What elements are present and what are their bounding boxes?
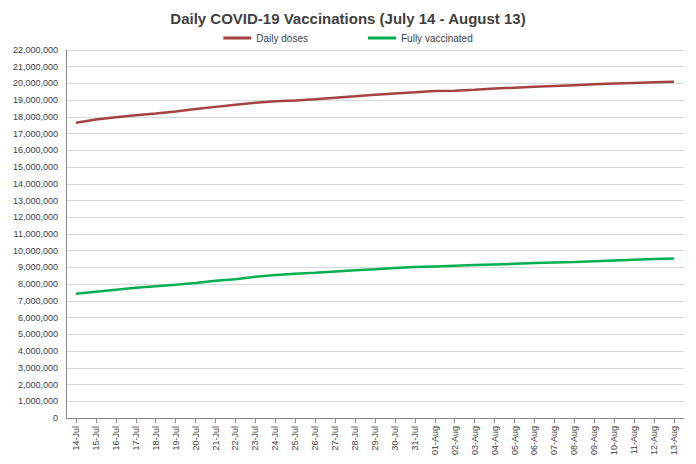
svg-text:3,000,000: 3,000,000 xyxy=(18,363,58,373)
svg-text:22,000,000: 22,000,000 xyxy=(13,45,58,55)
svg-text:8,000,000: 8,000,000 xyxy=(18,279,58,289)
svg-text:17-Jul: 17-Jul xyxy=(131,426,141,451)
svg-text:10,000,000: 10,000,000 xyxy=(13,246,58,256)
svg-text:14,000,000: 14,000,000 xyxy=(13,179,58,189)
svg-text:12,000,000: 12,000,000 xyxy=(13,212,58,222)
svg-text:06-Aug: 06-Aug xyxy=(529,426,539,455)
svg-text:08-Aug: 08-Aug xyxy=(569,426,579,455)
svg-text:25-Jul: 25-Jul xyxy=(290,426,300,451)
svg-text:07-Aug: 07-Aug xyxy=(549,426,559,455)
svg-text:6,000,000: 6,000,000 xyxy=(18,313,58,323)
svg-text:21,000,000: 21,000,000 xyxy=(13,62,58,72)
svg-text:20,000,000: 20,000,000 xyxy=(13,78,58,88)
svg-text:04-Aug: 04-Aug xyxy=(490,426,500,455)
svg-text:7,000,000: 7,000,000 xyxy=(18,296,58,306)
svg-text:21-Jul: 21-Jul xyxy=(211,426,221,451)
svg-text:26-Jul: 26-Jul xyxy=(310,426,320,451)
svg-text:1,000,000: 1,000,000 xyxy=(18,396,58,406)
svg-text:Daily COVID-19 Vaccinations (J: Daily COVID-19 Vaccinations (July 14 - A… xyxy=(170,10,525,27)
svg-text:09-Aug: 09-Aug xyxy=(589,426,599,455)
svg-text:30-Jul: 30-Jul xyxy=(390,426,400,451)
svg-text:24-Jul: 24-Jul xyxy=(270,426,280,451)
svg-text:14-Jul: 14-Jul xyxy=(71,426,81,451)
svg-text:27-Jul: 27-Jul xyxy=(330,426,340,451)
svg-text:4,000,000: 4,000,000 xyxy=(18,346,58,356)
svg-text:03-Aug: 03-Aug xyxy=(470,426,480,455)
svg-text:15-Jul: 15-Jul xyxy=(91,426,101,451)
svg-text:29-Jul: 29-Jul xyxy=(370,426,380,451)
svg-text:2,000,000: 2,000,000 xyxy=(18,380,58,390)
svg-text:11,000,000: 11,000,000 xyxy=(14,229,58,239)
svg-text:19-Jul: 19-Jul xyxy=(171,426,181,451)
svg-text:Fully vaccinated: Fully vaccinated xyxy=(401,33,473,44)
svg-text:22-Jul: 22-Jul xyxy=(230,426,240,451)
svg-text:20-Jul: 20-Jul xyxy=(191,426,201,451)
svg-text:5,000,000: 5,000,000 xyxy=(18,329,58,339)
svg-text:0: 0 xyxy=(53,413,58,423)
svg-text:19,000,000: 19,000,000 xyxy=(13,95,58,105)
svg-text:9,000,000: 9,000,000 xyxy=(18,262,58,272)
svg-text:01-Aug: 01-Aug xyxy=(430,426,440,455)
svg-text:Daily doses: Daily doses xyxy=(256,33,308,44)
svg-text:16,000,000: 16,000,000 xyxy=(13,145,58,155)
svg-text:15,000,000: 15,000,000 xyxy=(13,162,58,172)
svg-text:02-Aug: 02-Aug xyxy=(450,426,460,455)
svg-text:16-Jul: 16-Jul xyxy=(111,426,121,451)
svg-text:18,000,000: 18,000,000 xyxy=(13,112,58,122)
svg-text:11-Aug: 11-Aug xyxy=(629,426,639,454)
svg-text:18-Jul: 18-Jul xyxy=(151,426,161,451)
svg-text:17,000,000: 17,000,000 xyxy=(13,129,58,139)
svg-text:12-Aug: 12-Aug xyxy=(649,426,659,455)
svg-text:05-Aug: 05-Aug xyxy=(510,426,520,455)
svg-text:10-Aug: 10-Aug xyxy=(609,426,619,455)
svg-text:23-Jul: 23-Jul xyxy=(250,426,260,451)
svg-text:28-Jul: 28-Jul xyxy=(350,426,360,451)
svg-text:31-Jul: 31-Jul xyxy=(410,426,420,451)
svg-text:13-Aug: 13-Aug xyxy=(669,426,679,455)
svg-text:13,000,000: 13,000,000 xyxy=(13,196,58,206)
